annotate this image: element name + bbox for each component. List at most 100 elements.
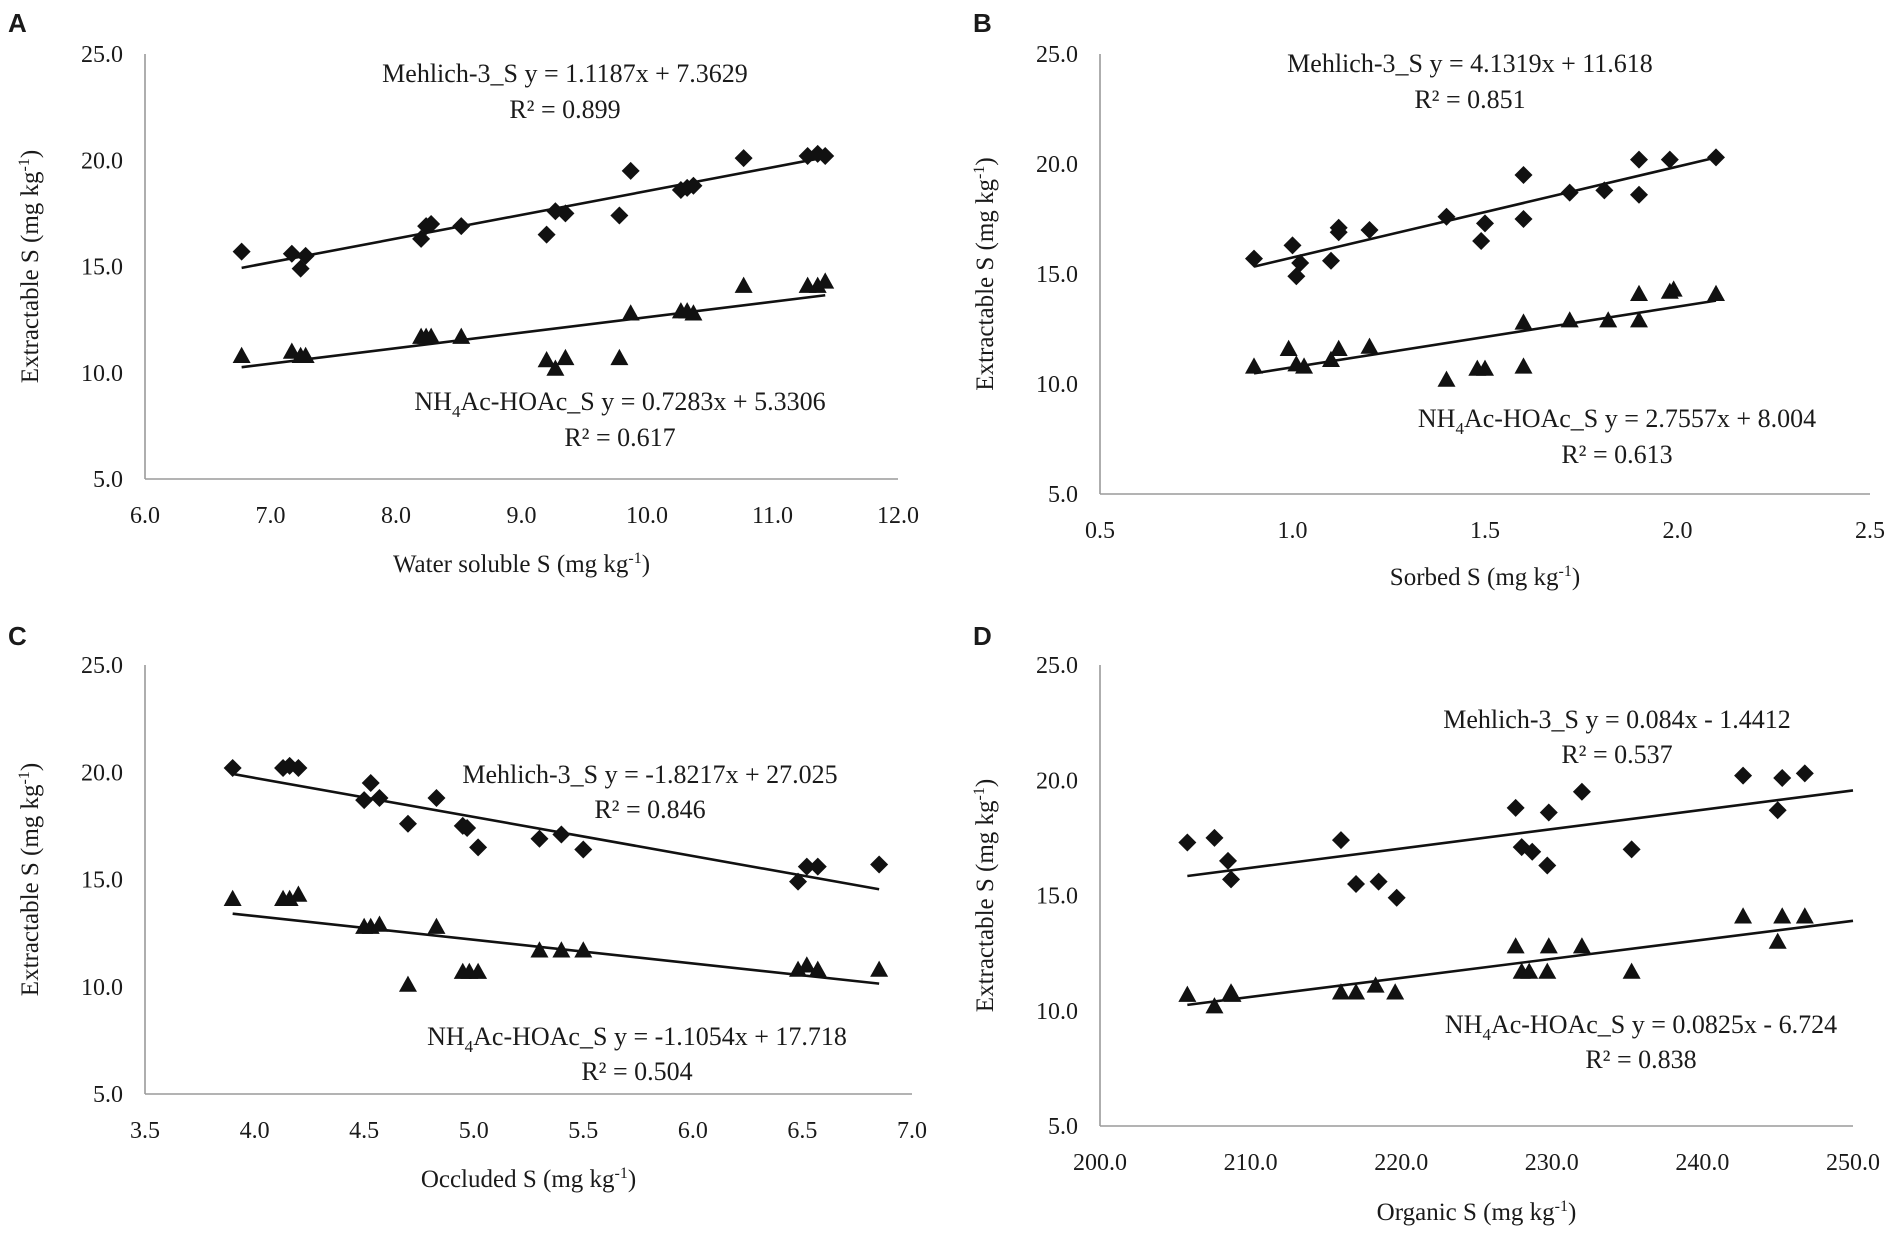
y-tick-label: 20.0 <box>1036 152 1078 178</box>
series-name-post: Ac-HOAc_S <box>1491 1010 1632 1039</box>
x-tick-label: 220.0 <box>1374 1150 1428 1176</box>
x-tick-label: 12.0 <box>877 503 919 529</box>
data-point-diamond <box>797 857 816 876</box>
data-point-diamond <box>1283 236 1302 255</box>
data-point-triangle <box>1279 339 1298 356</box>
regression-equation: NH4Ac-HOAc_S y = 0.0825x - 6.724 <box>1445 1010 1837 1044</box>
data-point-triangle <box>1664 280 1683 297</box>
data-point-triangle <box>816 272 835 289</box>
x-tick-label: 200.0 <box>1073 1150 1127 1176</box>
regression-equation: NH4Ac-HOAc_S y = 2.7557x + 8.004 <box>1418 404 1816 438</box>
data-point-triangle <box>1539 937 1558 954</box>
data-point-triangle <box>1347 983 1366 1000</box>
data-point-triangle <box>232 346 251 363</box>
x-tick-label: 210.0 <box>1224 1150 1278 1176</box>
x-tick-label: 0.5 <box>1085 518 1115 544</box>
data-point-diamond <box>556 204 575 223</box>
data-point-diamond <box>282 244 301 263</box>
panel-letter: B <box>973 8 992 38</box>
data-point-diamond <box>537 225 556 244</box>
data-point-triangle <box>1773 907 1792 924</box>
data-point-diamond <box>452 217 471 236</box>
x-axis-label-text: Occluded S (mg kg <box>421 1166 615 1193</box>
data-point-diamond <box>1178 833 1197 852</box>
y-tick-label: 25.0 <box>81 653 123 679</box>
y-axis-label: Extractable S (mg kg-1) <box>971 157 999 390</box>
data-point-triangle <box>1795 907 1814 924</box>
data-point-triangle <box>1506 937 1525 954</box>
data-point-diamond <box>1291 254 1310 272</box>
x-axis-label: Water soluble S (mg kg-1) <box>393 550 650 578</box>
data-point-triangle <box>1322 350 1340 367</box>
data-point-triangle <box>1386 983 1405 1000</box>
y-tick-label: 5.0 <box>1048 482 1078 508</box>
x-tick-label: 4.5 <box>349 1118 379 1144</box>
x-axis-label: Occluded S (mg kg-1) <box>421 1165 636 1193</box>
x-tick-label: 1.0 <box>1278 518 1308 544</box>
panel-b: B 5.0 10.0 15.0 20.0 25.0 0.5 1.0 1.5 2.0 2.5 Sorbe… <box>971 8 1885 591</box>
x-axis-label-sup: -1 <box>615 1165 628 1182</box>
data-point-diamond <box>870 855 889 874</box>
data-point-triangle <box>370 915 389 932</box>
series-name-pre: NH <box>1418 404 1456 433</box>
data-point-triangle <box>1622 962 1641 979</box>
r-squared: R² = 0.899 <box>509 95 620 124</box>
x-tick-label: 10.0 <box>626 503 668 529</box>
data-point-diamond <box>1622 840 1641 859</box>
y-tick-label: 10.0 <box>1036 372 1078 398</box>
series-name-pre: NH <box>414 387 452 416</box>
data-point-diamond <box>458 819 477 838</box>
regression-equation: Mehlich-3_S y = 1.1187x + 7.3629 <box>382 59 748 88</box>
x-tick-label: 6.0 <box>678 1118 708 1144</box>
x-axis-label-end: ) <box>642 551 650 578</box>
trendline-mehlich3 <box>241 156 826 270</box>
trendline-mehlich3 <box>1253 156 1717 268</box>
data-point-triangle <box>1734 907 1753 924</box>
trendline-mehlich3 <box>1187 789 1854 878</box>
data-point-triangle <box>1295 357 1314 374</box>
series-name-pre: NH <box>1445 1010 1483 1039</box>
panel-letter: A <box>8 8 27 38</box>
trendline-nh4ac <box>241 293 826 369</box>
data-point-diamond <box>296 246 315 265</box>
data-point-triangle <box>1476 359 1494 376</box>
y-axis-label-sup: -1 <box>16 158 33 171</box>
data-point-diamond <box>1245 249 1263 268</box>
x-tick-label: 2.5 <box>1855 518 1885 544</box>
series-name-sub: 4 <box>465 1037 474 1056</box>
y-tick-label: 15.0 <box>1036 884 1078 910</box>
series-name: Mehlich-3_S <box>382 59 524 88</box>
y-tick-label: 25.0 <box>81 42 123 68</box>
data-point-diamond <box>398 814 417 833</box>
x-tick-label: 7.0 <box>897 1118 927 1144</box>
y-axis-label-text: Extractable S (mg kg <box>972 178 999 390</box>
x-axis-label-sup: -1 <box>1555 1198 1568 1215</box>
data-point-diamond <box>1539 803 1558 822</box>
x-tick-label: 240.0 <box>1675 1150 1729 1176</box>
data-point-triangle <box>1630 311 1648 328</box>
y-tick-label: 20.0 <box>81 148 123 174</box>
y-axis-label-text: Extractable S (mg kg <box>972 800 999 1012</box>
data-point-diamond <box>1734 766 1753 785</box>
data-point-diamond <box>289 758 308 777</box>
regression-equation: NH4Ac-HOAc_S y = 0.7283x + 5.3306 <box>414 387 825 421</box>
y-tick-label: 10.0 <box>81 975 123 1001</box>
data-point-triangle <box>574 941 593 958</box>
equation-text: y = 2.7557x + 8.004 <box>1605 404 1816 433</box>
series-name-pre: NH <box>427 1022 465 1051</box>
data-point-diamond <box>1205 828 1224 847</box>
r-squared: R² = 0.851 <box>1414 85 1525 114</box>
data-point-triangle <box>1223 985 1242 1002</box>
panel-letter: D <box>973 621 992 651</box>
x-axis-label: Sorbed S (mg kg-1) <box>1390 563 1580 591</box>
data-point-diamond <box>1287 267 1306 286</box>
data-point-diamond <box>789 872 808 891</box>
data-point-triangle <box>556 348 575 366</box>
data-point-triangle <box>1520 962 1539 979</box>
series-name-post: Ac-HOAc_S <box>460 387 601 416</box>
data-point-diamond <box>1347 874 1366 893</box>
data-point-diamond <box>530 829 549 848</box>
x-axis-label-text: Sorbed S (mg kg <box>1390 564 1559 591</box>
data-point-diamond <box>355 791 374 810</box>
